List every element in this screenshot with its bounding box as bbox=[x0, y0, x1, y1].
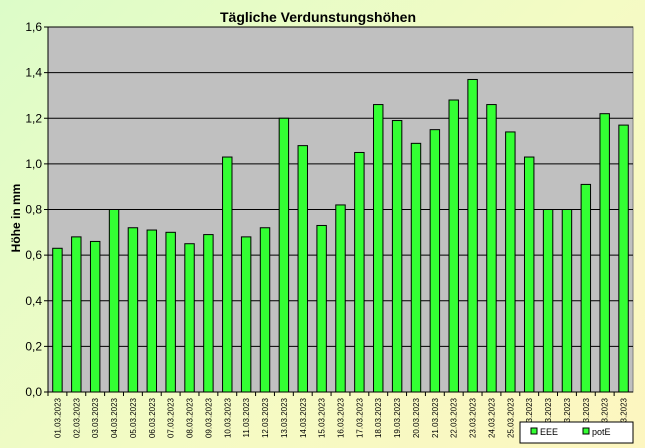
bar bbox=[146, 229, 158, 393]
x-tick-label: 31.03.2023 bbox=[620, 397, 629, 438]
bar bbox=[335, 204, 346, 393]
x-tick-label: 11.03.2023 bbox=[242, 397, 251, 437]
bar bbox=[410, 142, 422, 393]
x-tick-label: 15.03.2023 bbox=[318, 397, 327, 438]
bar bbox=[599, 113, 610, 393]
y-axis-ticks: 0,0 0,2 0,4 0,6 0,8 1,0 1,2 1,4 1,6 bbox=[25, 20, 48, 399]
bar bbox=[561, 209, 573, 393]
x-tick-label: 06.03.2023 bbox=[148, 397, 157, 438]
bar bbox=[373, 104, 384, 393]
bar bbox=[542, 209, 554, 393]
bar bbox=[278, 117, 290, 393]
x-tick-label: 30.03.2023 bbox=[601, 397, 610, 438]
bar bbox=[165, 231, 176, 393]
x-tick-label: 08.03.2023 bbox=[186, 397, 195, 438]
bar bbox=[486, 104, 497, 393]
bar bbox=[429, 129, 441, 393]
bar bbox=[505, 131, 516, 393]
bar bbox=[297, 145, 308, 393]
bar bbox=[52, 247, 63, 393]
x-tick-label: 28.03.2023 bbox=[563, 397, 572, 438]
bar bbox=[259, 227, 271, 393]
y-tick-label: 1,4 bbox=[25, 66, 42, 80]
y-tick-label: 0,0 bbox=[25, 385, 42, 399]
bar bbox=[184, 243, 195, 393]
bar bbox=[127, 227, 139, 393]
bar bbox=[618, 124, 629, 393]
legend-swatch bbox=[582, 427, 590, 435]
y-tick-label: 1,0 bbox=[25, 157, 42, 171]
x-axis-ticks: 01.03.2023 02.03.2023 03.03.2023 04.03.2023… bbox=[47, 392, 629, 438]
legend: EEE potE bbox=[519, 421, 634, 444]
bar bbox=[316, 224, 327, 393]
y-axis-label: Höhe in mm bbox=[9, 184, 23, 253]
bars bbox=[47, 27, 633, 393]
x-tick-label: 03.03.2023 bbox=[91, 397, 100, 438]
x-tick-label: 07.03.2023 bbox=[167, 397, 176, 438]
x-tick-label: 12.03.2023 bbox=[261, 397, 270, 438]
x-tick-label: 27.03.2023 bbox=[544, 397, 553, 438]
x-tick-label: 01.03.2023 bbox=[53, 397, 62, 438]
x-tick-label: 17.03.2023 bbox=[355, 397, 364, 438]
bar bbox=[523, 156, 535, 393]
x-tick-label: 14.03.2023 bbox=[299, 397, 308, 438]
bar bbox=[203, 234, 214, 393]
bar bbox=[467, 78, 478, 393]
legend-label: EEE bbox=[540, 427, 558, 437]
y-tick-label: 1,2 bbox=[25, 111, 42, 125]
x-tick-label: 02.03.2023 bbox=[72, 397, 81, 438]
bar bbox=[240, 236, 252, 393]
x-tick-label: 13.03.2023 bbox=[280, 397, 289, 438]
y-tick-label: 0,8 bbox=[25, 203, 42, 217]
y-tick-label: 0,4 bbox=[25, 294, 42, 308]
bar bbox=[580, 183, 592, 393]
gridlines bbox=[48, 26, 633, 347]
bar bbox=[108, 209, 120, 393]
y-tick-label: 0,6 bbox=[25, 248, 42, 262]
legend-label: potE bbox=[592, 427, 611, 437]
x-tick-label: 29.03.2023 bbox=[582, 397, 591, 438]
x-tick-label: 19.03.2023 bbox=[393, 397, 402, 438]
x-tick-label: 18.03.2023 bbox=[374, 397, 383, 438]
bar bbox=[222, 156, 233, 393]
bar bbox=[354, 151, 365, 393]
x-tick-label: 26.03.2023 bbox=[525, 397, 534, 438]
chart-title: Tägliche Verdunstungshöhen bbox=[220, 9, 416, 25]
x-tick-label: 23.03.2023 bbox=[469, 397, 478, 438]
x-tick-label: 04.03.2023 bbox=[110, 397, 119, 438]
x-tick-label: 09.03.2023 bbox=[204, 397, 213, 438]
x-tick-label: 05.03.2023 bbox=[129, 397, 138, 438]
x-tick-label: 21.03.2023 bbox=[431, 397, 440, 438]
x-tick-label: 22.03.2023 bbox=[450, 397, 459, 438]
y-tick-label: 0,2 bbox=[25, 339, 42, 353]
x-tick-label: 10.03.2023 bbox=[223, 397, 232, 438]
y-tick-label: 1,6 bbox=[25, 20, 42, 34]
x-tick-label: 20.03.2023 bbox=[412, 397, 421, 438]
legend-swatch bbox=[530, 427, 538, 435]
bar bbox=[89, 240, 101, 393]
bar bbox=[391, 120, 403, 393]
bar bbox=[448, 99, 459, 393]
bar bbox=[71, 236, 82, 393]
legend-box bbox=[519, 421, 634, 444]
x-tick-label: 25.03.2023 bbox=[506, 397, 515, 438]
x-tick-label: 16.03.2023 bbox=[337, 397, 346, 438]
x-tick-label: 24.03.2023 bbox=[487, 397, 496, 438]
